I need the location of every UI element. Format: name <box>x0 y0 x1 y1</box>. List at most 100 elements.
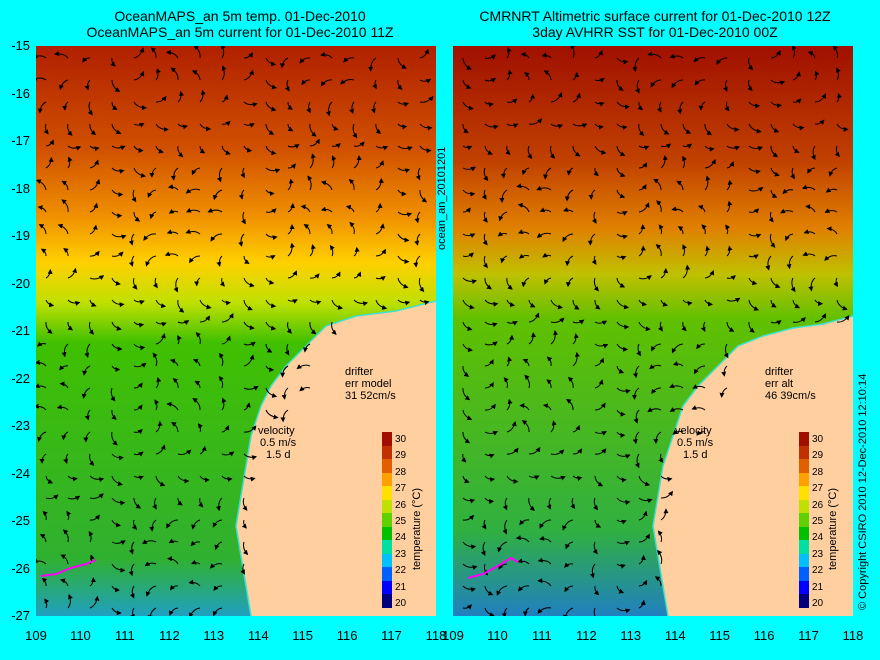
current-arrow <box>265 189 275 197</box>
colorbar-segment <box>799 472 809 487</box>
current-arrow <box>111 145 126 151</box>
current-arrow <box>329 244 335 257</box>
colorbar-segment <box>799 432 809 447</box>
current-arrow <box>565 255 574 267</box>
current-arrow <box>549 145 556 159</box>
current-arrow <box>616 475 627 483</box>
current-arrow <box>550 330 559 345</box>
current-arrow <box>484 607 495 616</box>
current-arrow <box>693 56 706 63</box>
current-arrow <box>638 497 653 504</box>
current-arrow <box>786 255 794 270</box>
colorbar-tick-label: 28 <box>812 466 824 478</box>
current-arrow <box>320 79 333 87</box>
current-arrow <box>39 453 47 464</box>
current-arrow <box>111 277 121 286</box>
current-arrow <box>462 189 476 197</box>
right-map-svg <box>453 46 853 616</box>
current-arrow <box>502 497 508 511</box>
current-arrow <box>67 267 78 279</box>
current-arrow <box>616 585 625 594</box>
current-arrow <box>189 255 201 264</box>
current-arrow <box>536 185 552 191</box>
current-arrow <box>528 497 535 511</box>
colorbar-tick-label: 25 <box>395 516 407 527</box>
current-arrow <box>724 101 730 112</box>
current-arrow <box>651 387 662 395</box>
current-arrow <box>481 189 487 200</box>
current-arrow <box>309 299 322 306</box>
current-arrow <box>177 145 184 158</box>
current-arrow <box>658 453 664 463</box>
current-arrow <box>638 321 651 332</box>
current-arrow <box>765 255 772 271</box>
colorbar-tick-label: 25 <box>812 516 824 527</box>
current-arrow <box>658 224 664 235</box>
current-arrow <box>748 145 763 151</box>
current-arrow <box>638 554 646 565</box>
current-arrow <box>484 101 494 108</box>
current-arrow <box>462 123 469 134</box>
current-arrow <box>807 167 816 174</box>
current-arrow <box>128 255 135 267</box>
lat-tick-label: -25 <box>11 513 30 528</box>
current-arrow <box>719 387 728 398</box>
current-arrow <box>528 446 541 455</box>
current-arrow <box>567 376 574 389</box>
left-map-panel[interactable] <box>36 46 436 616</box>
current-arrow <box>143 233 157 241</box>
current-arrow <box>287 224 295 235</box>
current-arrow <box>67 123 73 136</box>
current-arrow <box>836 299 848 311</box>
current-arrow <box>682 143 693 149</box>
lon-tick-label: 118 <box>842 628 864 643</box>
right-map-panel[interactable] <box>453 46 853 616</box>
current-arrow <box>62 529 69 543</box>
current-arrow <box>265 79 277 90</box>
current-arrow <box>566 167 574 176</box>
current-arrow <box>243 299 253 311</box>
current-arrow <box>132 277 138 290</box>
current-arrow <box>519 403 530 411</box>
current-arrow <box>616 211 628 216</box>
current-arrow <box>343 57 355 63</box>
current-arrow <box>155 333 166 345</box>
current-arrow <box>692 384 706 389</box>
lon-tick-label: 116 <box>336 628 358 643</box>
current-arrow <box>110 387 116 402</box>
lat-tick-label: -26 <box>11 560 30 576</box>
current-arrow <box>265 277 275 285</box>
current-arrow <box>506 69 513 81</box>
current-arrow <box>748 186 764 192</box>
current-arrow <box>631 387 640 400</box>
current-arrow <box>484 403 496 411</box>
current-arrow <box>672 361 684 367</box>
current-arrow <box>770 123 780 133</box>
current-arrow <box>154 399 160 411</box>
current-arrow <box>89 178 101 191</box>
current-arrow <box>616 497 631 505</box>
current-arrow <box>111 540 126 545</box>
current-arrow <box>243 321 255 331</box>
current-arrow <box>517 229 530 235</box>
current-arrow <box>168 208 179 214</box>
right-title-line1: CMRNRT Altimetric surface current for 01… <box>479 8 831 24</box>
current-arrow <box>647 407 662 413</box>
current-arrow <box>807 50 816 59</box>
colorbar-tick-label: 26 <box>395 499 407 511</box>
left-title-line1: OceanMAPS_an 5m temp. 01-Dec-2010 <box>114 8 366 24</box>
current-arrow <box>506 299 516 308</box>
current-arrow <box>36 75 47 81</box>
current-arrow <box>188 579 201 587</box>
current-arrow <box>528 299 536 308</box>
current-arrow <box>484 277 492 290</box>
current-arrow <box>243 354 255 367</box>
current-arrow <box>587 233 596 246</box>
lon-tick-label: 114 <box>247 628 269 643</box>
current-arrow <box>550 92 563 103</box>
current-arrow <box>301 79 311 86</box>
current-arrow <box>500 255 508 264</box>
current-arrow <box>836 315 850 323</box>
current-arrow <box>594 475 604 487</box>
current-arrow <box>696 343 706 350</box>
